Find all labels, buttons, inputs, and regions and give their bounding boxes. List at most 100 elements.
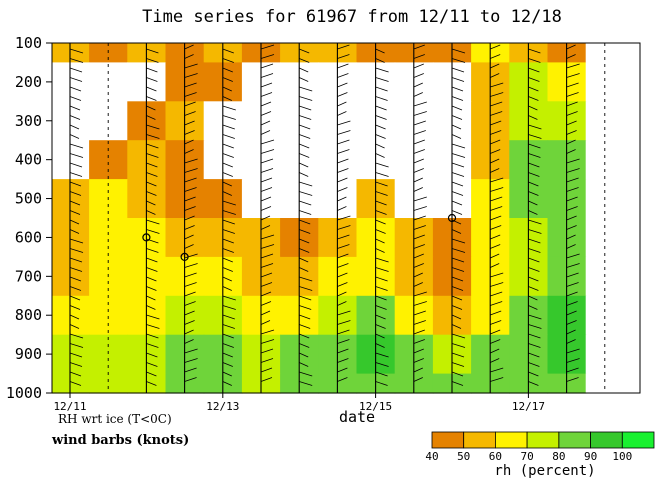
wind-barb: [451, 257, 465, 263]
legend-swatch: [494, 431, 528, 449]
wind-barb: [184, 215, 195, 221]
wind-barb: [299, 96, 313, 101]
wind-barb: [528, 191, 539, 196]
wind-barb: [69, 257, 83, 263]
wind-barb: [146, 67, 158, 73]
wind-barb: [299, 371, 313, 377]
wind-barb: [69, 324, 80, 329]
wind-barbs-note: wind barbs (knots): [51, 433, 189, 448]
rh-cell: [52, 373, 90, 394]
wind-barb: [69, 276, 82, 282]
wind-barb: [413, 82, 423, 88]
wind-barb: [413, 339, 425, 344]
wind-barb: [337, 187, 348, 192]
wind-barb: [490, 329, 501, 335]
x-tick-label: 12/17: [512, 400, 545, 413]
wind-barb: [375, 96, 388, 101]
wind-barb: [528, 238, 541, 244]
wind-barb: [451, 124, 462, 130]
wind-barb: [222, 333, 234, 339]
rh-cell: [89, 140, 128, 180]
wind-barb: [490, 130, 502, 135]
wind-barb: [375, 362, 389, 367]
wind-barb: [146, 248, 159, 253]
wind-barb: [299, 324, 311, 329]
y-tick-label: 300: [15, 112, 42, 130]
wind-barb: [413, 377, 423, 382]
wind-barb: [337, 244, 350, 249]
wind-barb: [451, 276, 464, 282]
wind-barb: [299, 210, 312, 215]
wind-barb: [69, 115, 81, 120]
wind-barb: [451, 191, 464, 196]
wind-barb: [566, 225, 577, 230]
wind-barb: [566, 196, 578, 202]
wind-barb: [375, 286, 388, 291]
wind-barb: [184, 358, 198, 363]
wind-barb: [260, 139, 275, 145]
wind-barb: [146, 210, 156, 215]
wind-barb: [69, 48, 84, 54]
plot-frame: [51, 42, 641, 394]
wind-barb: [69, 229, 80, 234]
wind-barb: [337, 263, 349, 268]
wind-barb: [299, 219, 311, 225]
legend-swatch: [431, 431, 465, 449]
wind-barb: [375, 238, 385, 244]
wind-barb: [451, 238, 466, 244]
wind-barb: [451, 248, 466, 253]
wind-barb: [451, 48, 466, 54]
wind-barb: [337, 339, 350, 344]
wind-barb: [413, 63, 424, 69]
wind-barb: [375, 295, 387, 301]
wind-barb: [566, 320, 577, 325]
wind-barb: [375, 134, 386, 139]
wind-barb: [184, 253, 198, 259]
wind-barb: [337, 291, 347, 297]
wind-barb: [222, 162, 233, 168]
wind-barb: [222, 324, 235, 329]
wind-barb: [375, 352, 389, 358]
wind-barb: [222, 77, 233, 82]
wind-barb: [146, 124, 160, 130]
wind-barb: [375, 267, 389, 272]
wind-barb: [490, 253, 500, 259]
wind-barb: [337, 101, 347, 107]
wind-barb: [69, 286, 82, 291]
legend-swatch: [558, 431, 592, 449]
wind-barb: [566, 272, 579, 278]
wind-barb: [413, 301, 427, 306]
wind-barb: [299, 286, 313, 291]
wind-barb: [184, 177, 197, 183]
wind-barb: [490, 215, 502, 221]
wind-barb: [566, 177, 579, 183]
wind-barb: [566, 358, 580, 363]
rh-ice-note: RH wrt ice (T<0C): [58, 412, 172, 426]
wind-barb: [375, 314, 386, 320]
wind-barb: [490, 358, 500, 363]
wind-barb: [260, 301, 272, 306]
wind-barb: [146, 134, 160, 139]
wind-barb: [490, 234, 501, 240]
wind-barb: [260, 158, 274, 164]
wind-barb: [375, 257, 389, 263]
wind-barb: [451, 371, 464, 377]
wind-barb: [566, 92, 579, 97]
wind-barb: [222, 248, 234, 253]
wind-barb: [260, 367, 273, 373]
wind-barb: [490, 225, 502, 230]
wind-barb: [451, 210, 463, 215]
wind-barb: [490, 63, 500, 69]
wind-barb: [260, 130, 271, 135]
wind-barb: [69, 67, 83, 73]
wind-barb: [528, 219, 542, 225]
legend-tick-label: 100: [612, 450, 632, 463]
wind-barb: [69, 219, 80, 225]
wind-barb: [184, 348, 198, 354]
wind-barb: [490, 310, 502, 316]
wind-barb: [222, 267, 233, 272]
wind-barb: [413, 244, 425, 249]
wind-barb: [146, 143, 159, 149]
wind-barb: [490, 282, 504, 287]
